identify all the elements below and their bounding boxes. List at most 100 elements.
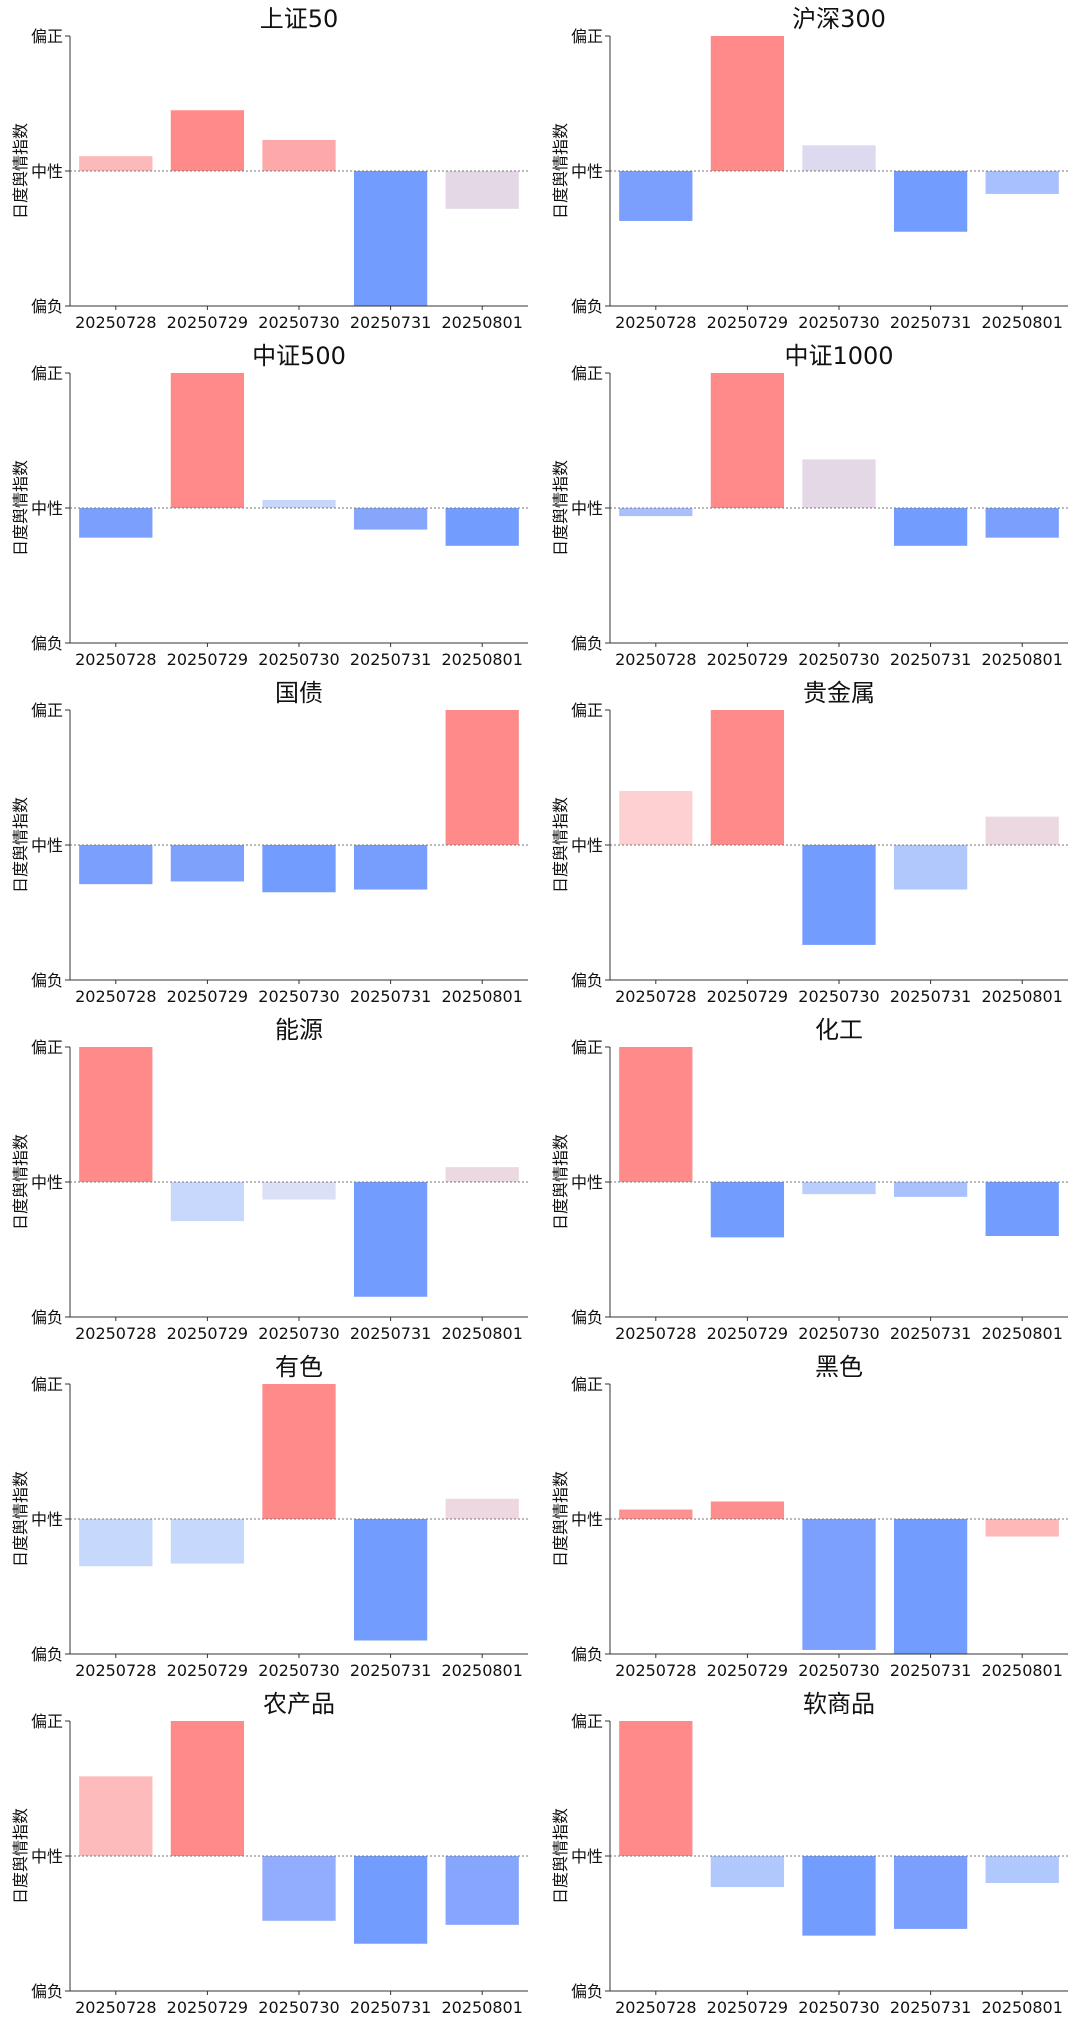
x-tick-label: 20250731 bbox=[890, 313, 971, 332]
chart-title: 能源 bbox=[275, 1016, 323, 1044]
x-tick-label: 20250731 bbox=[350, 650, 431, 669]
chart-panel: 软商品 偏正 中性 偏负 日度舆情指数 20250728 20250729 20250730 2… bbox=[540, 1685, 1080, 2022]
chart-panel: 有色 偏正 中性 偏负 日度舆情指数 20250728 20250729 20250730 20… bbox=[0, 1348, 540, 1685]
y-tick-label: 偏正 bbox=[31, 1375, 63, 1394]
y-axis-label: 日度舆情指数 bbox=[551, 1808, 570, 1904]
y-axis-label: 日度舆情指数 bbox=[551, 1471, 570, 1567]
y-axis-label: 日度舆情指数 bbox=[11, 1134, 30, 1230]
x-tick-label: 20250730 bbox=[798, 1324, 879, 1343]
x-tick-label: 20250730 bbox=[258, 1324, 339, 1343]
x-tick-label: 20250728 bbox=[615, 987, 696, 1006]
x-tick-label: 20250730 bbox=[258, 650, 339, 669]
x-tick-label: 20250801 bbox=[981, 1661, 1062, 1680]
chart-panel: 化工 偏正 中性 偏负 日度舆情指数 20250728 20250729 20250730 20… bbox=[540, 1011, 1080, 1348]
chart-bar bbox=[985, 1519, 1059, 1537]
x-tick-label: 20250731 bbox=[350, 1661, 431, 1680]
x-tick-label: 20250729 bbox=[167, 1661, 248, 1680]
y-tick-label: 中性 bbox=[31, 1847, 63, 1866]
chart-bar bbox=[262, 499, 336, 508]
y-tick-label: 中性 bbox=[31, 499, 63, 518]
x-tick-label: 20250728 bbox=[615, 650, 696, 669]
chart-bar bbox=[353, 508, 428, 530]
y-tick-label: 偏负 bbox=[31, 634, 63, 653]
chart-bar bbox=[353, 1856, 428, 1944]
x-tick-label: 20250730 bbox=[258, 313, 339, 332]
y-axis-label: 日度舆情指数 bbox=[551, 460, 570, 556]
chart-panel: 国债 偏正 中性 偏负 日度舆情指数 20250728 20250729 20250730 20… bbox=[0, 674, 540, 1011]
chart-title: 中证500 bbox=[252, 342, 346, 370]
x-tick-label: 20250729 bbox=[167, 313, 248, 332]
y-tick-label: 偏负 bbox=[31, 1308, 63, 1327]
chart-bar bbox=[445, 508, 519, 546]
x-tick-label: 20250728 bbox=[75, 1324, 156, 1343]
y-tick-label: 中性 bbox=[571, 1847, 603, 1866]
chart-title: 农产品 bbox=[263, 1690, 335, 1718]
x-tick-label: 20250729 bbox=[167, 650, 248, 669]
y-tick-label: 偏负 bbox=[31, 971, 63, 990]
x-tick-label: 20250729 bbox=[167, 987, 248, 1006]
x-tick-label: 20250728 bbox=[75, 1998, 156, 2017]
x-tick-label: 20250730 bbox=[258, 1998, 339, 2017]
chart-bar bbox=[79, 1519, 153, 1567]
x-tick-label: 20250730 bbox=[798, 1661, 879, 1680]
y-tick-label: 偏正 bbox=[571, 1375, 603, 1394]
chart-bar bbox=[619, 508, 693, 517]
x-tick-label: 20250801 bbox=[981, 1324, 1062, 1343]
chart-bar bbox=[79, 508, 153, 538]
chart-bar bbox=[710, 36, 785, 171]
y-tick-label: 偏正 bbox=[571, 27, 603, 46]
x-tick-label: 20250730 bbox=[798, 313, 879, 332]
chart-bar bbox=[802, 1182, 876, 1195]
x-tick-label: 20250728 bbox=[615, 313, 696, 332]
x-tick-label: 20250801 bbox=[981, 987, 1062, 1006]
chart-bar bbox=[353, 1182, 428, 1297]
x-tick-label: 20250730 bbox=[798, 650, 879, 669]
chart-title: 上证50 bbox=[259, 5, 339, 33]
x-tick-label: 20250801 bbox=[441, 650, 522, 669]
chart-title: 中证1000 bbox=[784, 342, 894, 370]
x-tick-label: 20250730 bbox=[798, 987, 879, 1006]
y-tick-label: 中性 bbox=[571, 836, 603, 855]
x-tick-label: 20250801 bbox=[981, 650, 1062, 669]
chart-bar bbox=[619, 1509, 693, 1519]
chart-bar bbox=[262, 1856, 336, 1921]
chart-bar bbox=[985, 816, 1059, 845]
chart-bar bbox=[170, 1182, 245, 1222]
chart-bar bbox=[893, 508, 968, 546]
x-tick-label: 20250729 bbox=[707, 1661, 788, 1680]
y-tick-label: 偏正 bbox=[31, 701, 63, 720]
y-tick-label: 偏正 bbox=[571, 364, 603, 383]
y-tick-label: 偏正 bbox=[571, 701, 603, 720]
chart-panel: 沪深300 偏正 中性 偏负 日度舆情指数 20250728 20250729 2025073… bbox=[540, 0, 1080, 337]
chart-bar bbox=[710, 373, 785, 508]
y-tick-label: 中性 bbox=[571, 1510, 603, 1529]
x-tick-label: 20250728 bbox=[75, 650, 156, 669]
x-tick-label: 20250801 bbox=[441, 1324, 522, 1343]
y-tick-label: 偏负 bbox=[571, 297, 603, 316]
x-tick-label: 20250728 bbox=[615, 1998, 696, 2017]
chart-panel: 贵金属 偏正 中性 偏负 日度舆情指数 20250728 20250729 20250730 2… bbox=[540, 674, 1080, 1011]
y-tick-label: 偏负 bbox=[571, 1645, 603, 1664]
y-tick-label: 偏负 bbox=[31, 1982, 63, 2001]
x-tick-label: 20250801 bbox=[441, 313, 522, 332]
y-tick-label: 偏正 bbox=[31, 1038, 63, 1057]
chart-bar bbox=[170, 845, 245, 882]
chart-bar bbox=[445, 1498, 519, 1519]
x-tick-label: 20250801 bbox=[981, 313, 1062, 332]
chart-panel: 黑色 偏正 中性 偏负 日度舆情指数 20250728 20250729 20250730 20… bbox=[540, 1348, 1080, 1685]
chart-bar bbox=[985, 1182, 1059, 1236]
x-tick-label: 20250728 bbox=[615, 1661, 696, 1680]
x-tick-label: 20250801 bbox=[981, 1998, 1062, 2017]
y-tick-label: 偏正 bbox=[31, 364, 63, 383]
x-tick-label: 20250728 bbox=[75, 987, 156, 1006]
y-tick-label: 中性 bbox=[571, 162, 603, 181]
chart-bar bbox=[710, 1501, 785, 1519]
y-tick-label: 偏正 bbox=[31, 1712, 63, 1731]
y-axis-label: 日度舆情指数 bbox=[11, 460, 30, 556]
